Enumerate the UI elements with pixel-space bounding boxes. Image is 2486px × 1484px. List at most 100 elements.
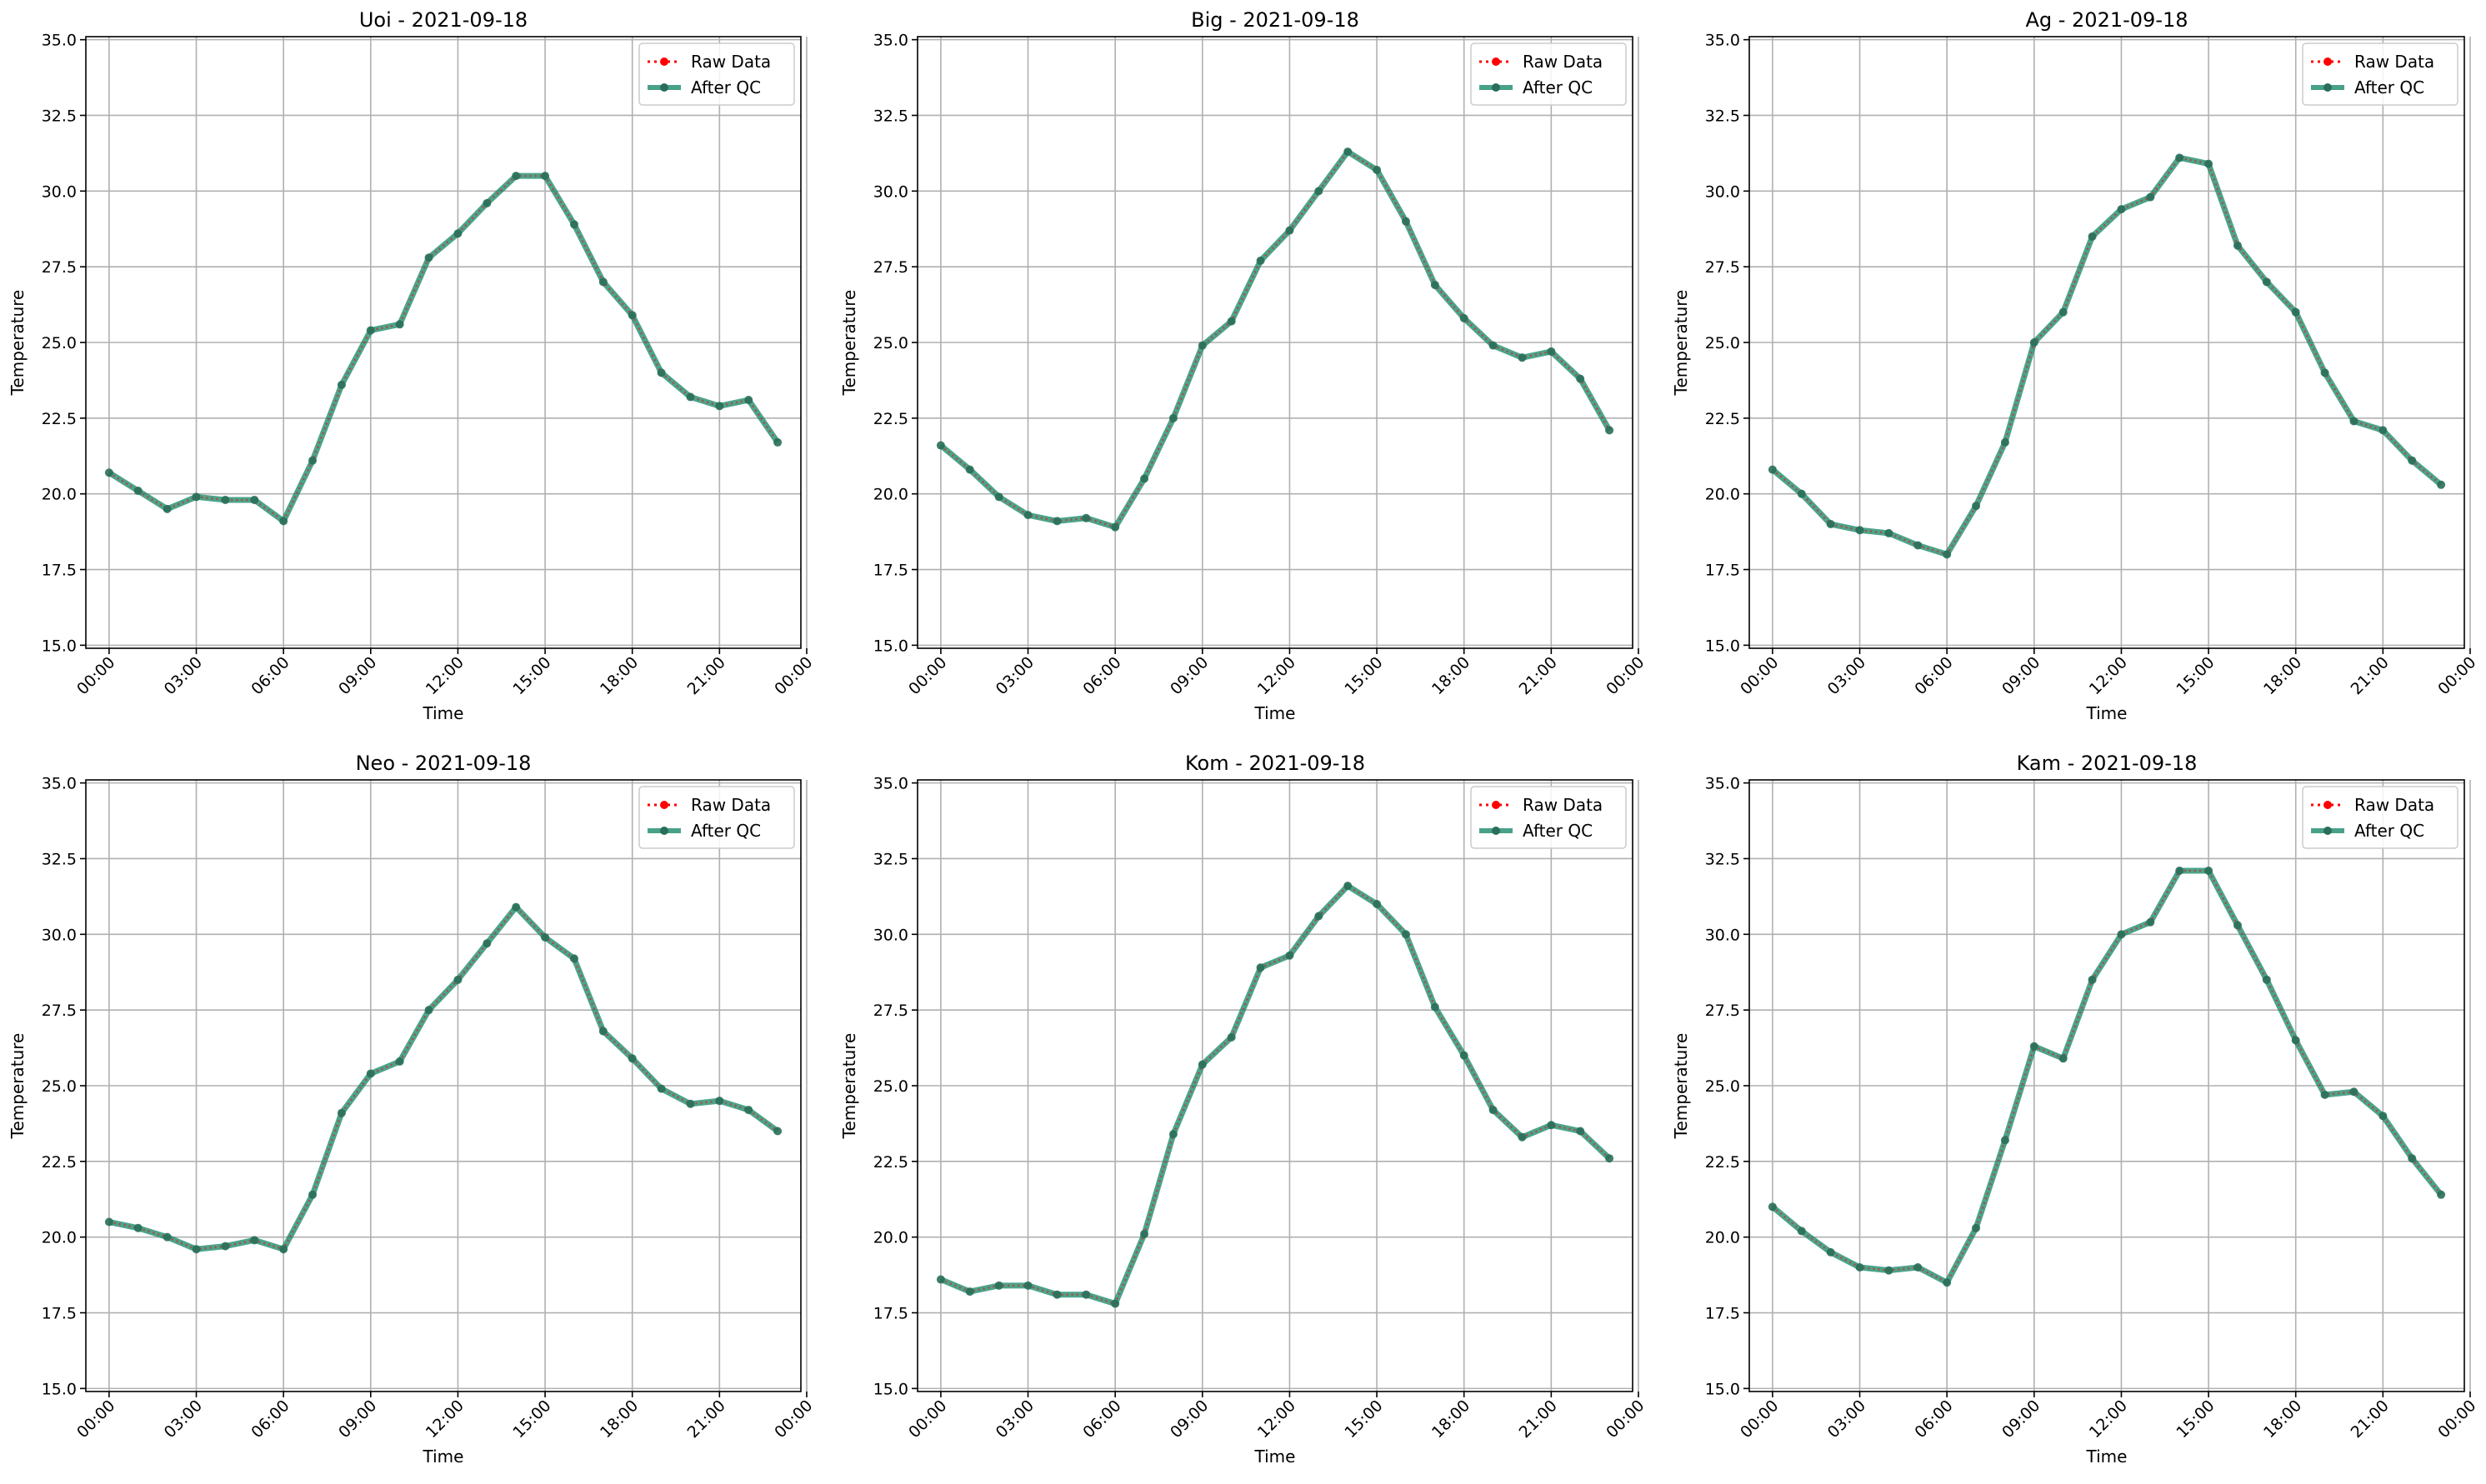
y-tick-label: 32.5 — [873, 107, 908, 125]
data-point — [1256, 256, 1265, 265]
data-point — [1256, 963, 1265, 972]
data-point — [541, 932, 550, 942]
data-point — [1797, 1227, 1806, 1236]
y-tick-label: 20.0 — [873, 486, 908, 504]
y-tick-label: 30.0 — [873, 926, 908, 944]
data-point — [250, 495, 259, 504]
legend: Raw Data After QC — [2302, 786, 2458, 849]
legend-marker-after-qc — [660, 83, 668, 92]
legend-label-raw-data: Raw Data — [691, 52, 771, 72]
data-point — [1884, 1266, 1893, 1275]
data-point — [2088, 975, 2097, 984]
y-tick-label: 22.5 — [42, 410, 77, 428]
data-point — [483, 939, 492, 948]
data-point — [1768, 1202, 1777, 1212]
data-point — [2233, 241, 2242, 250]
legend-label-after-qc: After QC — [1523, 821, 1593, 841]
x-tick-label: 00:00 — [905, 1397, 950, 1442]
y-tick-label: 27.5 — [42, 1002, 77, 1020]
y-tick-label: 27.5 — [42, 258, 77, 277]
y-tick-label: 35.0 — [873, 775, 908, 793]
data-point — [2175, 153, 2184, 162]
data-point — [366, 1069, 375, 1078]
subplot-title: Kom - 2021-09-18 — [1185, 752, 1365, 775]
series-line-raw-data — [1772, 869, 2443, 1284]
y-tick-label: 22.5 — [873, 410, 908, 428]
data-point — [1768, 465, 1777, 474]
y-tick-label: 22.5 — [42, 1153, 77, 1172]
legend-marker-raw-data — [1492, 801, 1500, 809]
data-point — [1488, 341, 1498, 350]
data-point — [2058, 307, 2068, 317]
data-point — [1576, 374, 1585, 383]
data-point — [2058, 1054, 2068, 1063]
x-tick-label: 18:00 — [2260, 653, 2305, 698]
x-tick-label: 09:00 — [1998, 653, 2043, 698]
data-point — [1373, 899, 1382, 908]
y-tick-label: 22.5 — [1705, 1153, 1740, 1172]
subplot-title: Big - 2021-09-18 — [1191, 8, 1359, 32]
data-point — [279, 1245, 288, 1254]
data-point — [2262, 277, 2271, 287]
x-tick-label: 00:00 — [905, 653, 950, 698]
data-point — [936, 1275, 945, 1284]
subplot-title: Uoi - 2021-09-18 — [359, 8, 528, 32]
data-point — [1401, 930, 1410, 939]
data-point — [1285, 226, 1294, 235]
y-tick-label: 17.5 — [873, 562, 908, 580]
data-point — [279, 517, 288, 526]
data-point — [1972, 502, 1981, 511]
x-tick-label: 00:00 — [2434, 653, 2479, 698]
y-tick-label: 35.0 — [42, 32, 77, 50]
x-tick-label: 06:00 — [1079, 653, 1124, 698]
data-point — [1111, 522, 1120, 532]
x-tick-label: 12:00 — [423, 653, 468, 698]
data-point — [1943, 1278, 1952, 1287]
y-tick-label: 35.0 — [42, 775, 77, 793]
data-point — [1913, 541, 1923, 550]
legend: Raw Data After QC — [2302, 42, 2458, 106]
y-tick-label: 25.0 — [1705, 1077, 1740, 1096]
data-point — [453, 975, 463, 984]
data-point — [1168, 1130, 1178, 1139]
x-tick-label: 21:00 — [684, 653, 729, 698]
y-tick-label: 27.5 — [1705, 258, 1740, 277]
series-line-after-qc — [108, 172, 780, 524]
y-tick-label: 25.0 — [42, 1077, 77, 1096]
data-point — [250, 1236, 259, 1245]
data-point — [1430, 280, 1439, 289]
data-point — [965, 465, 974, 474]
data-point — [686, 1099, 695, 1108]
legend-label-raw-data: Raw Data — [1523, 52, 1603, 72]
x-tick-label: 06:00 — [248, 653, 293, 698]
series-line-raw-data — [940, 884, 1610, 1306]
data-point — [598, 1027, 608, 1036]
data-point — [2291, 307, 2300, 317]
data-point — [1459, 313, 1468, 322]
data-point — [2320, 1090, 2329, 1099]
data-point — [2349, 1087, 2358, 1097]
x-tick-label: 03:00 — [1824, 1397, 1869, 1442]
data-point — [1547, 1121, 1556, 1130]
x-tick-label: 03:00 — [161, 653, 206, 698]
data-point — [1198, 1060, 1207, 1069]
y-tick-label: 25.0 — [1705, 334, 1740, 352]
y-tick-label: 25.0 — [42, 334, 77, 352]
data-point — [1972, 1223, 1981, 1232]
series-line-after-qc — [1770, 154, 2443, 557]
data-point — [2291, 1036, 2300, 1045]
data-point — [2378, 426, 2388, 435]
data-point — [163, 504, 172, 513]
data-point — [965, 1287, 974, 1297]
x-tick-label: 12:00 — [1254, 1397, 1299, 1442]
data-point — [337, 380, 346, 389]
y-tick-label: 32.5 — [1705, 107, 1740, 125]
y-tick-label: 32.5 — [1705, 850, 1740, 868]
subplot-4: Neo - 2021-09-18 15.0 17.5 20.0 22.5 25.0 27.5… — [8, 752, 817, 1467]
data-point — [1488, 1106, 1498, 1115]
data-point — [1053, 517, 1062, 526]
x-tick-label: 00:00 — [771, 653, 816, 698]
data-point — [1459, 1051, 1468, 1060]
data-point — [744, 1106, 753, 1115]
data-point — [1023, 511, 1033, 520]
